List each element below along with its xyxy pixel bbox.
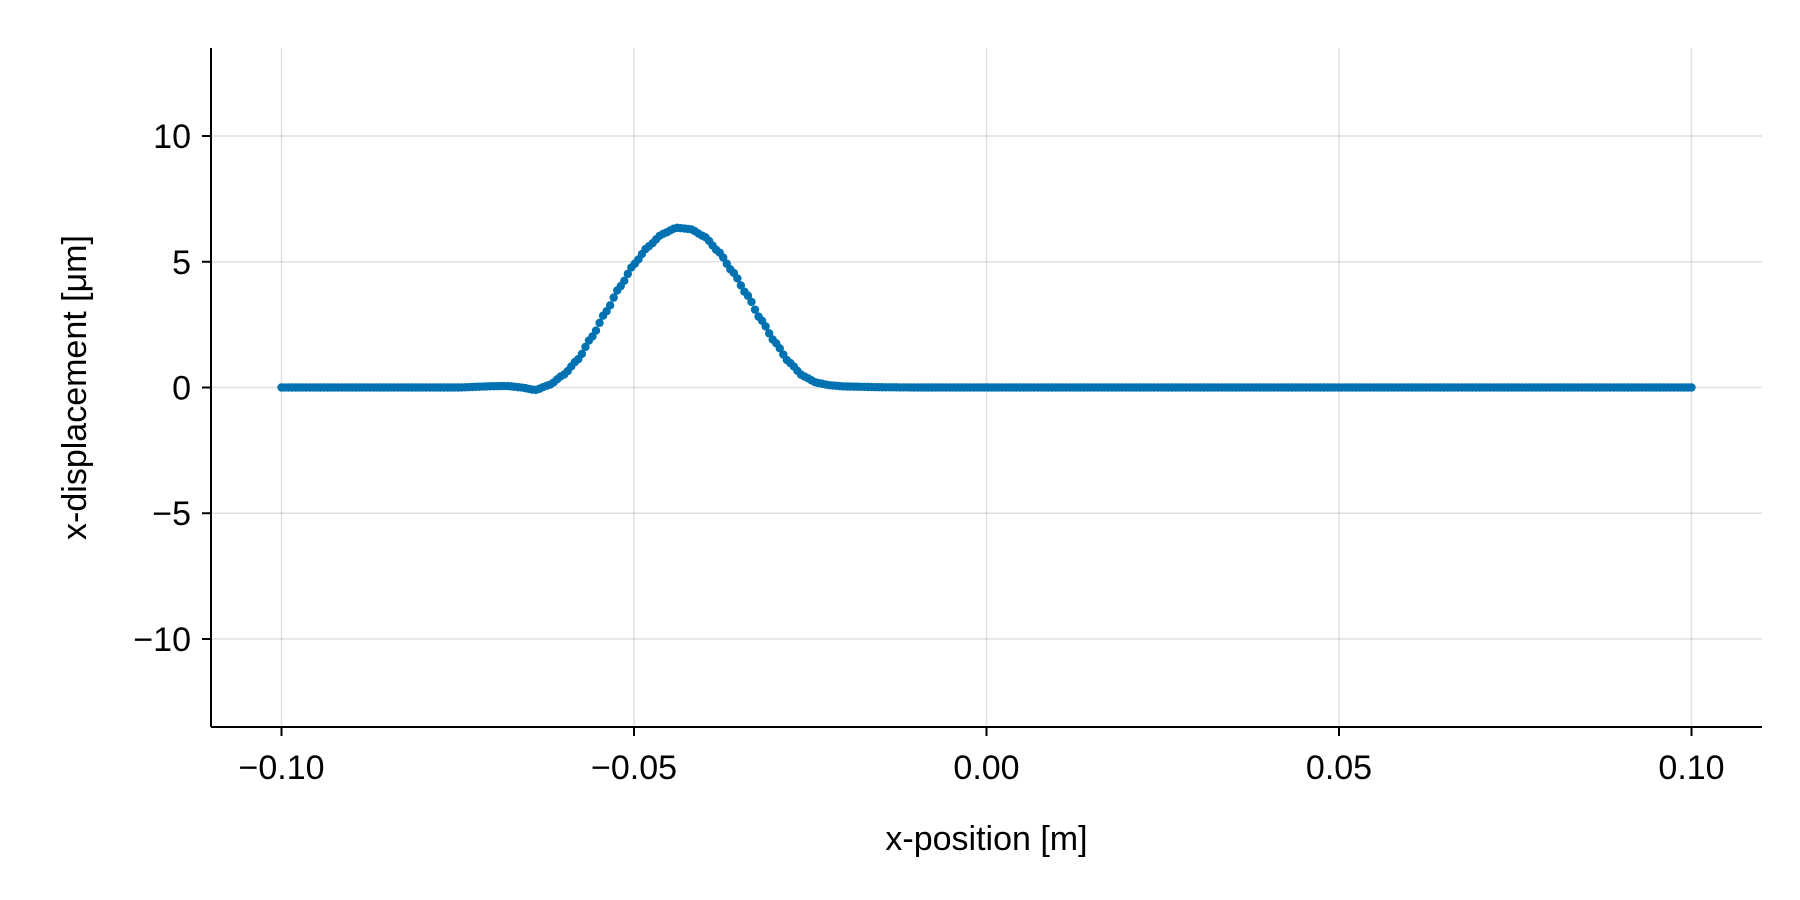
- y-tick-label: 10: [153, 118, 191, 156]
- y-axis-label: x-displacement [μm]: [56, 235, 94, 540]
- data-point: [775, 344, 784, 353]
- data-point: [750, 305, 760, 314]
- data-point: [747, 297, 756, 307]
- data-point: [719, 253, 728, 262]
- x-tick-label: 0.10: [1658, 749, 1724, 787]
- data-point: [761, 322, 770, 331]
- x-axis-label: x-position [m]: [885, 820, 1087, 858]
- y-tick-label: −10: [133, 621, 191, 659]
- data-point: [764, 329, 774, 338]
- data-point: [733, 274, 742, 283]
- x-tick-label: 0.05: [1306, 749, 1372, 787]
- data-point: [736, 281, 746, 290]
- data-point: [581, 342, 590, 352]
- y-tick-label: −5: [152, 495, 191, 533]
- data-point: [605, 301, 615, 310]
- y-tick-label: 5: [172, 244, 191, 282]
- data-series: [277, 223, 1696, 395]
- x-tick-label: −0.10: [238, 749, 324, 787]
- data-point: [1687, 383, 1696, 392]
- data-point: [620, 276, 629, 285]
- data-point: [743, 291, 753, 300]
- series-0: [277, 223, 1696, 395]
- data-point: [609, 293, 618, 302]
- y-tick-label: 0: [172, 370, 191, 408]
- ticks: −0.10 −0.05 0.00 0.05 0.10 −10 −5 0 5 10: [133, 118, 1724, 787]
- x-tick-label: −0.05: [591, 749, 677, 787]
- data-point: [577, 349, 587, 359]
- data-point: [591, 326, 601, 335]
- data-point: [595, 318, 604, 328]
- data-point: [623, 269, 633, 279]
- x-tick-label: 0.00: [953, 749, 1019, 787]
